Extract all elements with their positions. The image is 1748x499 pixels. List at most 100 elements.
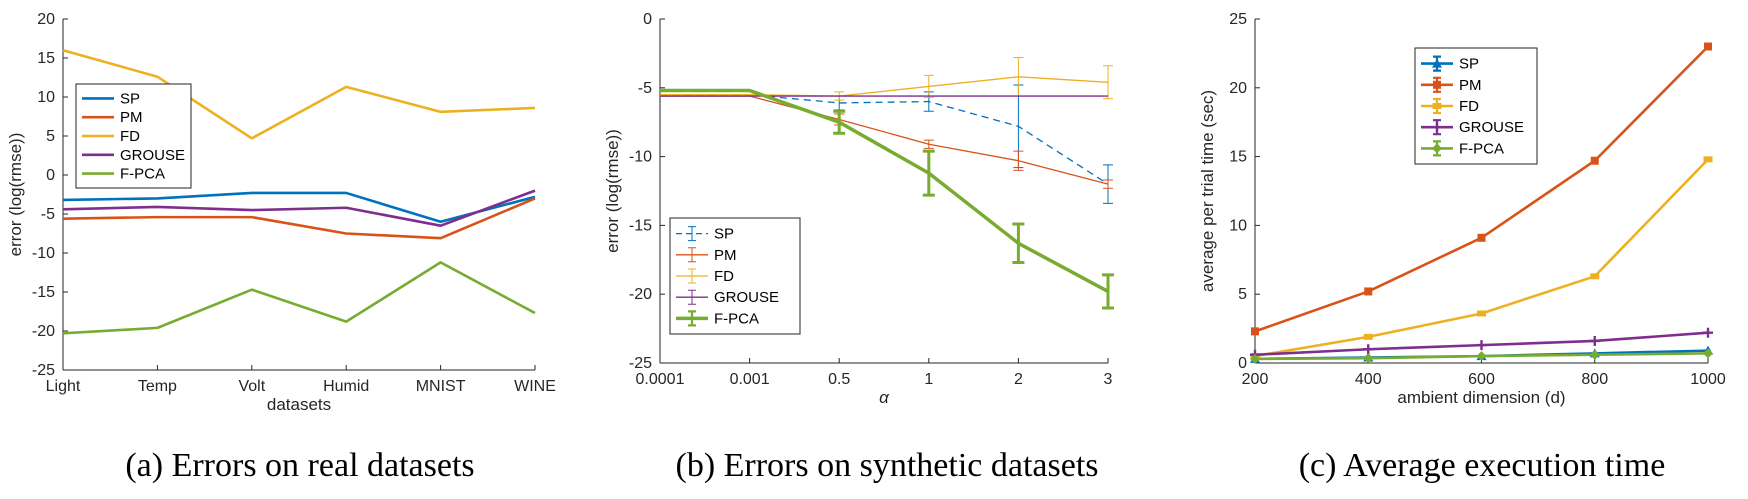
x-tick-label: Humid	[323, 378, 369, 395]
legend-sp-label: SP	[714, 226, 734, 243]
y-tick-label: -5	[41, 206, 55, 223]
x-tick-label: 0.5	[828, 371, 850, 388]
chart-caption: (a) Errors on real datasets	[125, 447, 474, 484]
x-tick-label: MNIST	[416, 378, 466, 395]
series-f-pca-errorbar	[1102, 273, 1114, 310]
x-tick-label: 0.0001	[636, 371, 685, 388]
x-tick-label: 1000	[1690, 371, 1726, 388]
legend-fd-label: FD	[1459, 98, 1479, 115]
series-fd-point	[1363, 333, 1373, 340]
x-tick-label: 400	[1355, 371, 1382, 388]
x-tick-label: Light	[46, 378, 81, 395]
legend-sp-label: SP	[1459, 56, 1479, 73]
y-tick-label: 0	[46, 167, 55, 184]
y-tick-label: -15	[629, 217, 652, 234]
series-fd-line	[660, 76, 1109, 97]
x-tick-label: 2	[1014, 371, 1023, 388]
legend-f-pca-label: F-PCA	[714, 310, 759, 327]
y-tick-label: 5	[46, 128, 55, 145]
x-tick-label: WINE	[514, 378, 556, 395]
series-f-pca-point	[1476, 351, 1487, 362]
y-tick-label: 15	[37, 50, 55, 67]
y-tick-label: -20	[32, 323, 55, 340]
y-tick-label: 5	[1238, 286, 1247, 303]
y-tick-label: -20	[629, 286, 652, 303]
y-tick-label: -25	[629, 355, 652, 372]
legend-sp-marker	[1432, 58, 1442, 68]
series-f-pca-point	[1589, 349, 1600, 360]
y-tick-label: 15	[1229, 149, 1247, 166]
x-tick-label: 200	[1242, 371, 1269, 388]
y-tick-label: 10	[37, 89, 55, 106]
legend-grouse-marker	[1432, 122, 1442, 133]
y-tick-label: 0	[643, 11, 652, 28]
legend-sp-label: SP	[120, 90, 140, 107]
series-fd-errorbar	[923, 74, 934, 98]
series-fd-point	[1477, 310, 1486, 317]
legend-sp-errorbar	[688, 226, 696, 242]
series-sp-line	[62, 191, 536, 224]
x-axis-label: datasets	[267, 395, 331, 414]
y-tick-label: 0	[1238, 355, 1247, 372]
series-f-pca-errorbar	[1012, 222, 1025, 265]
series-f-pca-point	[1703, 348, 1713, 359]
legend-fd-label: FD	[714, 268, 734, 285]
y-tick-label: -15	[32, 284, 55, 301]
legend-grouse-label: GROUSE	[1459, 119, 1524, 136]
series-grouse-point	[1589, 335, 1600, 346]
series-f-pca-point	[1250, 353, 1260, 364]
y-tick-label: -25	[32, 362, 55, 379]
chart-real-datasets: -25 -20 -15 -10 -5 0 5 10 15 20 Light Temp Volt Humid…	[6, 11, 556, 484]
series-fd-line	[1254, 158, 1709, 358]
y-tick-label: -10	[629, 149, 652, 166]
series-f-pca-point	[1363, 353, 1374, 364]
legend-f-pca-label: F-PCA	[1459, 140, 1504, 157]
series-pm-point	[1364, 287, 1373, 296]
x-tick-label: Temp	[138, 378, 177, 395]
y-tick-label: -10	[32, 245, 55, 262]
y-axis-label: average per trial time (sec)	[1198, 90, 1217, 292]
legend-grouse-errorbar	[688, 289, 696, 305]
y-axis-label: error (log(rmse))	[603, 129, 622, 253]
series-fd-errorbar	[1103, 65, 1113, 100]
series-pm-line	[62, 197, 536, 240]
series-fd-point	[1703, 156, 1713, 163]
legend-f-pca-marker	[1432, 143, 1442, 154]
chart-synthetic-datasets: -25 -20 -15 -10 -5 0 0.0001 0.001 0.5 1 2 3 α error (…	[603, 11, 1114, 484]
legend-grouse-label: GROUSE	[714, 289, 779, 306]
series-sp-line	[660, 94, 1109, 185]
x-axis-label: α	[879, 388, 890, 407]
y-tick-label: -5	[638, 80, 652, 97]
series-f-pca-errorbar	[833, 109, 846, 135]
legend-grouse-label: GROUSE	[120, 147, 185, 164]
y-tick-label: 25	[1229, 11, 1247, 28]
chart-execution-time: 0 5 10 15 20 25 200 400 600 800 1000 ambient dimens…	[1198, 11, 1726, 484]
legend-fd-marker	[1432, 103, 1442, 109]
x-tick-label: 1	[924, 371, 933, 388]
series-pm-point	[1477, 233, 1486, 242]
legend-pm-marker	[1433, 80, 1441, 89]
legend-f-pca-label: F-PCA	[120, 166, 165, 183]
legend-f-pca-errorbar	[688, 310, 696, 327]
series-pm-errorbar	[923, 139, 934, 149]
series-f-pca-line	[660, 88, 1109, 293]
legend-fd-label: FD	[120, 128, 140, 145]
series-pm-point	[1704, 42, 1712, 51]
series-pm-point	[1251, 327, 1259, 336]
y-axis-label: error (log(rmse))	[6, 133, 25, 257]
x-tick-label: 0.001	[730, 371, 770, 388]
series-grouse-point	[1703, 327, 1713, 338]
series-pm-errorbar	[1103, 179, 1113, 189]
series-pm-point	[1590, 156, 1599, 165]
series-grouse-line	[62, 189, 536, 227]
series-fd-line	[62, 48, 536, 140]
legend-pm-label: PM	[1459, 77, 1482, 94]
chart-caption: (b) Errors on synthetic datasets	[676, 447, 1099, 484]
series-fd-point	[1590, 273, 1600, 280]
legend-pm-label: PM	[714, 247, 737, 264]
x-tick-label: 800	[1581, 371, 1608, 388]
x-tick-label: 600	[1468, 371, 1495, 388]
chart-caption: (c) Average execution time	[1299, 447, 1666, 484]
y-tick-label: 20	[37, 11, 55, 28]
